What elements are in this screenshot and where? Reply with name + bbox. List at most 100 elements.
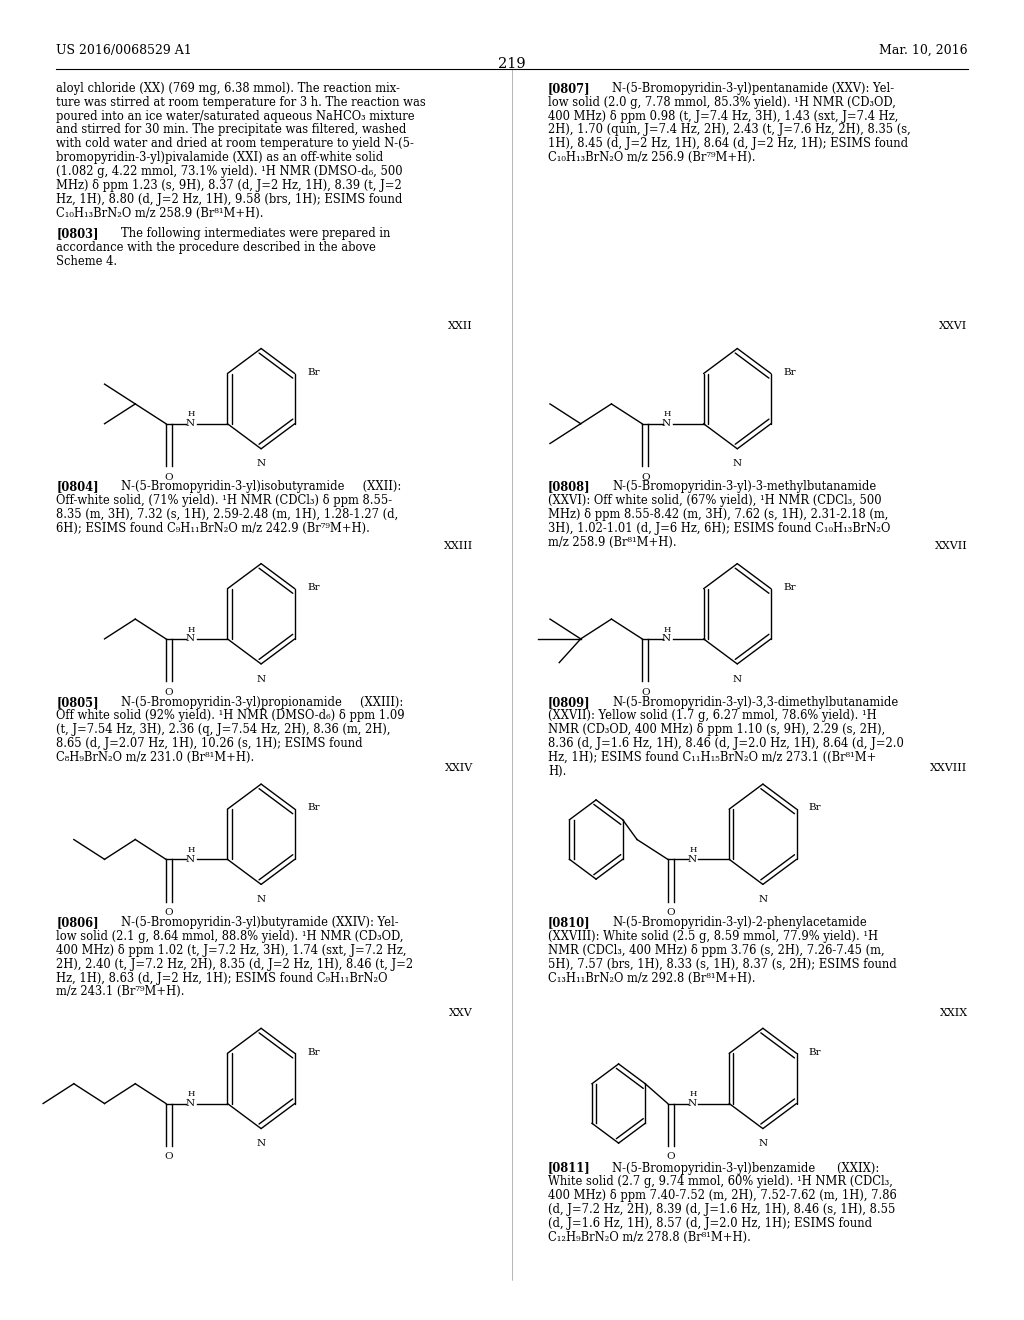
Text: N: N (759, 895, 767, 904)
Text: m/z 243.1 (Br⁷⁹M+H).: m/z 243.1 (Br⁷⁹M+H). (56, 985, 184, 998)
Text: O: O (165, 908, 173, 917)
Text: H).: H). (548, 766, 566, 777)
Text: 6H); ESIMS found C₉H₁₁BrN₂O m/z 242.9 (Br⁷⁹M+H).: 6H); ESIMS found C₉H₁₁BrN₂O m/z 242.9 (B… (56, 521, 371, 535)
Text: 8.36 (d, J=1.6 Hz, 1H), 8.46 (d, J=2.0 Hz, 1H), 8.64 (d, J=2.0: 8.36 (d, J=1.6 Hz, 1H), 8.46 (d, J=2.0 H… (548, 737, 904, 750)
Text: NMR (CDCl₃, 400 MHz) δ ppm 3.76 (s, 2H), 7.26-7.45 (m,: NMR (CDCl₃, 400 MHz) δ ppm 3.76 (s, 2H),… (548, 944, 885, 957)
Text: (XXVIII): White solid (2.5 g, 8.59 mmol, 77.9% yield). ¹H: (XXVIII): White solid (2.5 g, 8.59 mmol,… (548, 929, 878, 942)
Text: Off white solid (92% yield). ¹H NMR (DMSO-d₆) δ ppm 1.09: Off white solid (92% yield). ¹H NMR (DMS… (56, 710, 404, 722)
Text: O: O (165, 1152, 173, 1162)
Text: 8.35 (m, 3H), 7.32 (s, 1H), 2.59-2.48 (m, 1H), 1.28-1.27 (d,: 8.35 (m, 3H), 7.32 (s, 1H), 2.59-2.48 (m… (56, 508, 398, 521)
Text: N: N (257, 459, 265, 469)
Text: XXIII: XXIII (443, 541, 473, 552)
Text: [0805]: [0805] (56, 696, 99, 709)
Text: N: N (662, 635, 671, 643)
Text: White solid (2.7 g, 9.74 mmol, 60% yield). ¹H NMR (CDCl₃,: White solid (2.7 g, 9.74 mmol, 60% yield… (548, 1175, 893, 1188)
Text: Scheme 4.: Scheme 4. (56, 255, 118, 268)
Text: N-(5-Bromopyridin-3-yl)butyramide (XXIV): Yel-: N-(5-Bromopyridin-3-yl)butyramide (XXIV)… (121, 916, 398, 929)
Text: MHz) δ ppm 1.23 (s, 9H), 8.37 (d, J=2 Hz, 1H), 8.39 (t, J=2: MHz) δ ppm 1.23 (s, 9H), 8.37 (d, J=2 Hz… (56, 178, 402, 191)
Text: with cold water and dried at room temperature to yield N-(5-: with cold water and dried at room temper… (56, 137, 414, 150)
Text: Off-white solid, (71% yield). ¹H NMR (CDCl₃) δ ppm 8.55-: Off-white solid, (71% yield). ¹H NMR (CD… (56, 494, 392, 507)
Text: N-(5-Bromopyridin-3-yl)-2-phenylacetamide: N-(5-Bromopyridin-3-yl)-2-phenylacetamid… (612, 916, 867, 929)
Text: H: H (187, 626, 195, 634)
Text: [0807]: [0807] (548, 82, 591, 95)
Text: H: H (664, 626, 671, 634)
Text: low solid (2.1 g, 8.64 mmol, 88.8% yield). ¹H NMR (CD₃OD,: low solid (2.1 g, 8.64 mmol, 88.8% yield… (56, 929, 403, 942)
Text: O: O (667, 908, 675, 917)
Text: H: H (664, 411, 671, 418)
Text: N: N (185, 855, 195, 863)
Text: N: N (733, 675, 741, 684)
Text: [0808]: [0808] (548, 480, 591, 494)
Text: 3H), 1.02-1.01 (d, J=6 Hz, 6H); ESIMS found C₁₀H₁₃BrN₂O: 3H), 1.02-1.01 (d, J=6 Hz, 6H); ESIMS fo… (548, 521, 890, 535)
Text: 1H), 8.45 (d, J=2 Hz, 1H), 8.64 (d, J=2 Hz, 1H); ESIMS found: 1H), 8.45 (d, J=2 Hz, 1H), 8.64 (d, J=2 … (548, 137, 908, 150)
Text: N: N (185, 1100, 195, 1107)
Text: Br: Br (783, 368, 796, 376)
Text: (1.082 g, 4.22 mmol, 73.1% yield). ¹H NMR (DMSO-d₆, 500: (1.082 g, 4.22 mmol, 73.1% yield). ¹H NM… (56, 165, 403, 178)
Text: [0804]: [0804] (56, 480, 99, 494)
Text: [0803]: [0803] (56, 227, 99, 240)
Text: XXV: XXV (450, 1008, 473, 1019)
Text: N: N (662, 420, 671, 428)
Text: (XXVII): Yellow solid (1.7 g, 6.27 mmol, 78.6% yield). ¹H: (XXVII): Yellow solid (1.7 g, 6.27 mmol,… (548, 710, 877, 722)
Text: bromopyridin-3-yl)pivalamide (XXI) as an off-white solid: bromopyridin-3-yl)pivalamide (XXI) as an… (56, 150, 384, 164)
Text: N-(5-Bromopyridin-3-yl)benzamide      (XXIX):: N-(5-Bromopyridin-3-yl)benzamide (XXIX): (612, 1162, 880, 1175)
Text: N: N (759, 1139, 767, 1148)
Text: XXVIII: XXVIII (931, 763, 968, 774)
Text: N-(5-Bromopyridin-3-yl)propionamide     (XXIII):: N-(5-Bromopyridin-3-yl)propionamide (XXI… (121, 696, 403, 709)
Text: C₁₂H₉BrN₂O m/z 278.8 (Br⁸¹M+H).: C₁₂H₉BrN₂O m/z 278.8 (Br⁸¹M+H). (548, 1230, 751, 1243)
Text: Br: Br (809, 804, 821, 812)
Text: N-(5-Bromopyridin-3-yl)pentanamide (XXV): Yel-: N-(5-Bromopyridin-3-yl)pentanamide (XXV)… (612, 82, 895, 95)
Text: m/z 258.9 (Br⁸¹M+H).: m/z 258.9 (Br⁸¹M+H). (548, 536, 677, 549)
Text: ture was stirred at room temperature for 3 h. The reaction was: ture was stirred at room temperature for… (56, 96, 426, 108)
Text: C₁₃H₁₁BrN₂O m/z 292.8 (Br⁸¹M+H).: C₁₃H₁₁BrN₂O m/z 292.8 (Br⁸¹M+H). (548, 972, 756, 985)
Text: XXVII: XXVII (935, 541, 968, 552)
Text: N: N (257, 675, 265, 684)
Text: poured into an ice water/saturated aqueous NaHCO₃ mixture: poured into an ice water/saturated aqueo… (56, 110, 415, 123)
Text: 2H), 2.40 (t, J=7.2 Hz, 2H), 8.35 (d, J=2 Hz, 1H), 8.46 (t, J=2: 2H), 2.40 (t, J=7.2 Hz, 2H), 8.35 (d, J=… (56, 958, 414, 970)
Text: N: N (185, 635, 195, 643)
Text: N: N (687, 855, 696, 863)
Text: O: O (667, 1152, 675, 1162)
Text: N: N (687, 1100, 696, 1107)
Text: Hz, 1H), 8.63 (d, J=2 Hz, 1H); ESIMS found C₉H₁₁BrN₂O: Hz, 1H), 8.63 (d, J=2 Hz, 1H); ESIMS fou… (56, 972, 388, 985)
Text: C₁₀H₁₃BrN₂O m/z 258.9 (Br⁸¹M+H).: C₁₀H₁₃BrN₂O m/z 258.9 (Br⁸¹M+H). (56, 206, 264, 219)
Text: 219: 219 (499, 57, 525, 71)
Text: N: N (257, 895, 265, 904)
Text: 5H), 7.57 (brs, 1H), 8.33 (s, 1H), 8.37 (s, 2H); ESIMS found: 5H), 7.57 (brs, 1H), 8.33 (s, 1H), 8.37 … (548, 958, 897, 970)
Text: Br: Br (307, 368, 319, 376)
Text: and stirred for 30 min. The precipitate was filtered, washed: and stirred for 30 min. The precipitate … (56, 123, 407, 136)
Text: H: H (187, 411, 195, 418)
Text: Br: Br (307, 1048, 319, 1056)
Text: 400 MHz) δ ppm 0.98 (t, J=7.4 Hz, 3H), 1.43 (sxt, J=7.4 Hz,: 400 MHz) δ ppm 0.98 (t, J=7.4 Hz, 3H), 1… (548, 110, 898, 123)
Text: 400 MHz) δ ppm 7.40-7.52 (m, 2H), 7.52-7.62 (m, 1H), 7.86: 400 MHz) δ ppm 7.40-7.52 (m, 2H), 7.52-7… (548, 1189, 897, 1203)
Text: O: O (641, 688, 649, 697)
Text: XXII: XXII (449, 321, 473, 331)
Text: N-(5-Bromopyridin-3-yl)isobutyramide     (XXII):: N-(5-Bromopyridin-3-yl)isobutyramide (XX… (121, 480, 401, 494)
Text: [0806]: [0806] (56, 916, 99, 929)
Text: Hz, 1H); ESIMS found C₁₁H₁₅BrN₂O m/z 273.1 ((Br⁸¹M+: Hz, 1H); ESIMS found C₁₁H₁₅BrN₂O m/z 273… (548, 751, 877, 764)
Text: (XXVI): Off white solid, (67% yield), ¹H NMR (CDCl₃, 500: (XXVI): Off white solid, (67% yield), ¹H… (548, 494, 882, 507)
Text: (d, J=1.6 Hz, 1H), 8.57 (d, J=2.0 Hz, 1H); ESIMS found: (d, J=1.6 Hz, 1H), 8.57 (d, J=2.0 Hz, 1H… (548, 1217, 872, 1230)
Text: MHz) δ ppm 8.55-8.42 (m, 3H), 7.62 (s, 1H), 2.31-2.18 (m,: MHz) δ ppm 8.55-8.42 (m, 3H), 7.62 (s, 1… (548, 508, 888, 521)
Text: N: N (257, 1139, 265, 1148)
Text: H: H (187, 846, 195, 854)
Text: [0811]: [0811] (548, 1162, 591, 1175)
Text: [0809]: [0809] (548, 696, 591, 709)
Text: C₁₀H₁₃BrN₂O m/z 256.9 (Br⁷⁹M+H).: C₁₀H₁₃BrN₂O m/z 256.9 (Br⁷⁹M+H). (548, 150, 756, 164)
Text: O: O (165, 473, 173, 482)
Text: Br: Br (307, 804, 319, 812)
Text: low solid (2.0 g, 7.78 mmol, 85.3% yield). ¹H NMR (CD₃OD,: low solid (2.0 g, 7.78 mmol, 85.3% yield… (548, 96, 896, 108)
Text: accordance with the procedure described in the above: accordance with the procedure described … (56, 242, 376, 255)
Text: (t, J=7.54 Hz, 3H), 2.36 (q, J=7.54 Hz, 2H), 8.36 (m, 2H),: (t, J=7.54 Hz, 3H), 2.36 (q, J=7.54 Hz, … (56, 723, 391, 737)
Text: H: H (187, 1090, 195, 1098)
Text: 8.65 (d, J=2.07 Hz, 1H), 10.26 (s, 1H); ESIMS found: 8.65 (d, J=2.07 Hz, 1H), 10.26 (s, 1H); … (56, 737, 362, 750)
Text: O: O (641, 473, 649, 482)
Text: (d, J=7.2 Hz, 2H), 8.39 (d, J=1.6 Hz, 1H), 8.46 (s, 1H), 8.55: (d, J=7.2 Hz, 2H), 8.39 (d, J=1.6 Hz, 1H… (548, 1204, 895, 1216)
Text: [0810]: [0810] (548, 916, 591, 929)
Text: N: N (185, 420, 195, 428)
Text: H: H (689, 846, 696, 854)
Text: 2H), 1.70 (quin, J=7.4 Hz, 2H), 2.43 (t, J=7.6 Hz, 2H), 8.35 (s,: 2H), 1.70 (quin, J=7.4 Hz, 2H), 2.43 (t,… (548, 123, 910, 136)
Text: Mar. 10, 2016: Mar. 10, 2016 (879, 44, 968, 57)
Text: NMR (CD₃OD, 400 MHz) δ ppm 1.10 (s, 9H), 2.29 (s, 2H),: NMR (CD₃OD, 400 MHz) δ ppm 1.10 (s, 9H),… (548, 723, 885, 737)
Text: US 2016/0068529 A1: US 2016/0068529 A1 (56, 44, 193, 57)
